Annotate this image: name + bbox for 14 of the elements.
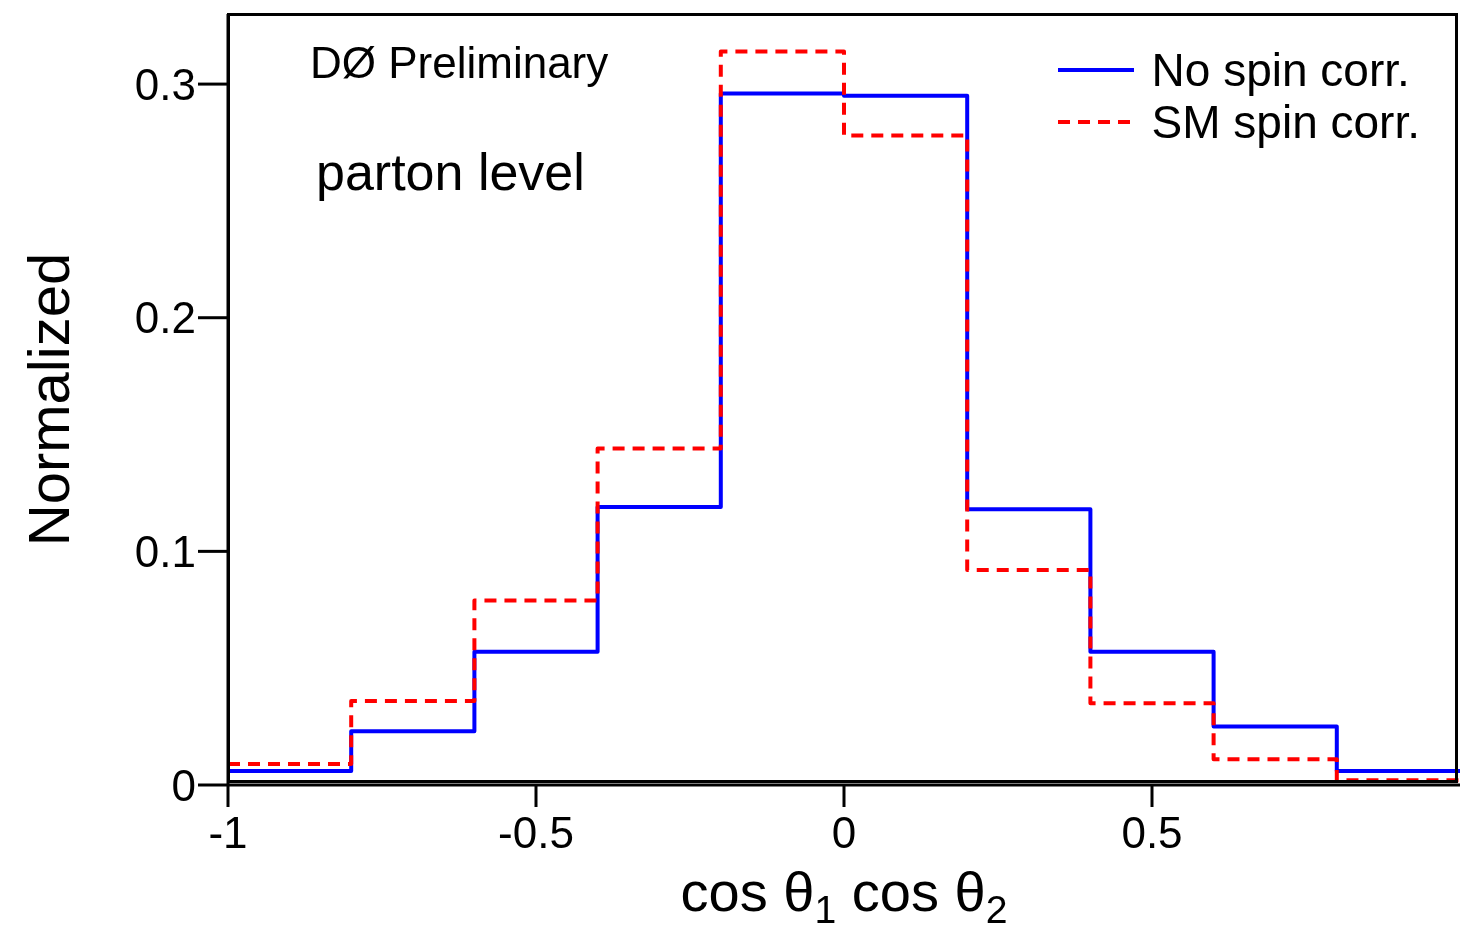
legend-label: SM spin corr. xyxy=(1151,96,1420,148)
x-tick-label: 0 xyxy=(831,808,857,858)
legend-label: No spin corr. xyxy=(1151,44,1410,96)
chart-note: DØ Preliminary xyxy=(310,38,609,88)
x-tick-label: -1 xyxy=(208,808,248,858)
x-axis-title: cos θ$_{1}$ cos θ$_{2}$ xyxy=(680,860,1008,931)
y-tick-label: 0.3 xyxy=(134,59,196,109)
y-tick-label: 0.2 xyxy=(134,293,196,343)
x-tick-label: 0.5 xyxy=(1121,808,1183,858)
y-tick-label: 0.1 xyxy=(134,526,196,576)
y-tick-label: 0 xyxy=(171,760,196,810)
x-tick-label: -0.5 xyxy=(498,808,574,858)
y-axis-title: Normalized xyxy=(15,252,81,547)
chart-note: parton level xyxy=(316,142,585,202)
